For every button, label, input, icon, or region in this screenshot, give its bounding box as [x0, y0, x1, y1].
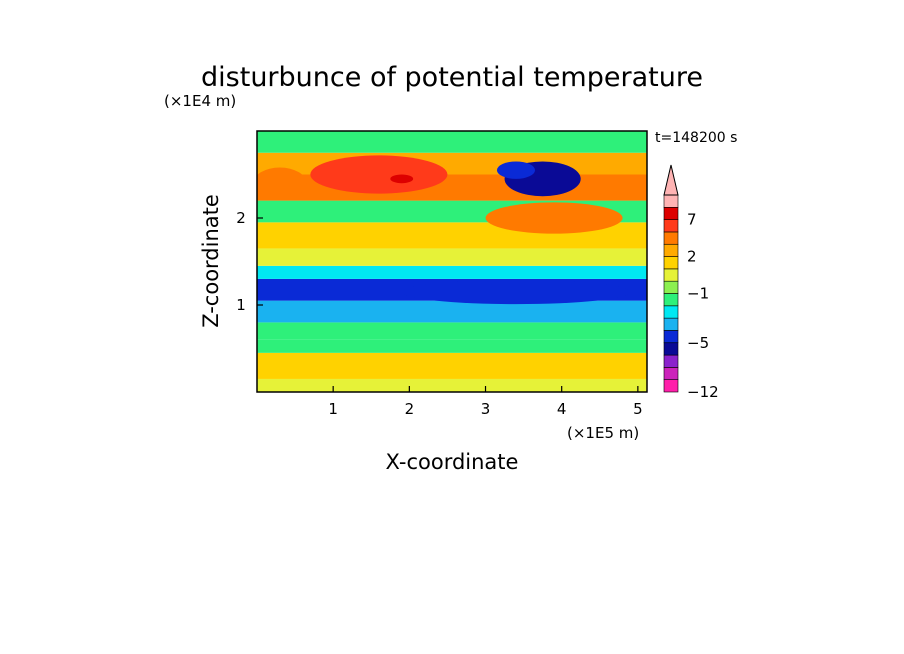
heatmap-band-3	[257, 322, 647, 340]
heatmap-band-6	[257, 265, 647, 279]
x-tick-label-4: 5	[633, 400, 643, 418]
heatmap-feature-4	[390, 174, 414, 184]
colorbar-swatch-14	[663, 207, 679, 220]
plot-area	[257, 131, 647, 392]
heatmap-feature-6	[496, 161, 536, 179]
time-label: t=148200 s	[655, 130, 737, 146]
colorbar-swatch-7	[663, 293, 679, 307]
chart-title: disturbunce of potential temperature	[201, 62, 703, 93]
colorbar-swatch-10	[663, 256, 679, 270]
colorbar-swatch-2	[663, 354, 679, 368]
heatmap-features	[257, 155, 631, 305]
x-tick-label-0: 1	[328, 400, 338, 418]
heatmap-feature-2	[257, 167, 307, 199]
colorbar-swatch-15	[663, 194, 679, 208]
colorbar-label-2: −1	[687, 285, 709, 303]
heatmap-band-12	[257, 131, 647, 153]
colorbar-extend-arrow	[663, 164, 679, 196]
colorbar-swatch-3	[663, 342, 679, 356]
colorbar-label-0: 7	[687, 211, 697, 229]
colorbar: 7 2 −1 −5 −12	[663, 164, 719, 401]
heatmap-feature-3	[485, 202, 623, 234]
y-unit-label: (×1E4 m)	[164, 92, 236, 110]
colorbar-swatch-9	[663, 268, 679, 282]
colorbar-swatch-0	[663, 379, 679, 393]
colorbar-label-1: 2	[687, 248, 697, 266]
x-tick-label-3: 4	[557, 400, 567, 418]
colorbar-swatch-13	[663, 219, 679, 233]
colorbar-swatch-1	[663, 367, 679, 380]
heatmap-band-4	[257, 300, 647, 323]
colorbar-swatch-4	[663, 330, 679, 344]
heatmap-feature-1	[310, 155, 448, 194]
y-tick-label-1: 2	[236, 209, 246, 227]
colorbar-swatch-6	[663, 305, 679, 319]
colorbar-swatch-5	[663, 317, 679, 331]
x-axis-title: X-coordinate	[386, 450, 519, 474]
colorbar-label-3: −5	[687, 334, 709, 352]
colorbar-swatch-12	[663, 231, 679, 245]
heatmap-band-7	[257, 248, 647, 266]
heatmap-band-2	[257, 339, 647, 353]
y-tick-label-0: 1	[236, 296, 246, 314]
x-unit-label: (×1E5 m)	[567, 424, 639, 442]
heatmap-feature-5	[401, 279, 631, 305]
colorbar-swatch-11	[663, 243, 679, 257]
heatmap-band-0	[257, 378, 647, 392]
plot-frame	[256, 130, 648, 393]
heatmap-band-1	[257, 352, 647, 379]
x-tick-label-1: 2	[405, 400, 415, 418]
x-tick-label-2: 3	[481, 400, 491, 418]
x-axis: 1 2 3 4 5	[328, 386, 643, 418]
y-axis-title: Z-coordinate	[199, 194, 223, 328]
y-axis: 12	[236, 209, 263, 314]
colorbar-label-4: −12	[687, 383, 719, 401]
colorbar-swatch-8	[663, 280, 679, 294]
